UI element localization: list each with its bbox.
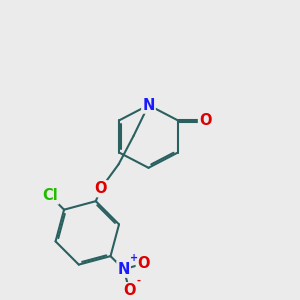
Text: N: N <box>117 262 130 277</box>
Text: O: O <box>123 283 136 298</box>
Text: N: N <box>142 98 155 112</box>
Text: +: + <box>130 253 138 263</box>
Text: O: O <box>94 181 107 196</box>
Text: Cl: Cl <box>43 188 58 203</box>
Text: O: O <box>137 256 149 271</box>
Text: O: O <box>199 113 211 128</box>
Text: -: - <box>136 276 140 286</box>
